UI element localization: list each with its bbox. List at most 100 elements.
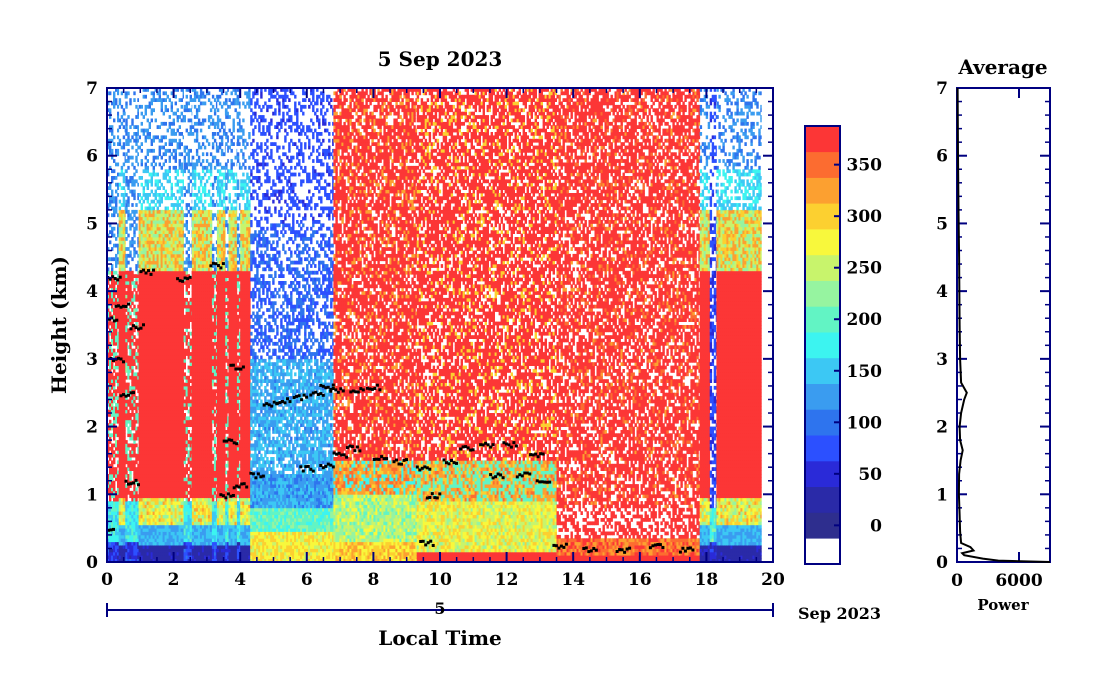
heatmap-cell [133,250,136,255]
heatmap-cell [150,534,153,539]
heatmap-cell [137,125,139,129]
heatmap-cell [109,477,112,482]
heatmap-cell [182,247,184,251]
heatmap-cell [144,257,147,262]
heatmap-cell [148,318,151,322]
heatmap-cell [120,250,124,255]
heatmap-cell [183,159,186,163]
heatmap-cell [122,331,126,336]
heatmap-cell [133,355,136,360]
heatmap-cell [111,291,114,295]
heatmap-cell [142,341,145,346]
heatmap-cell [111,453,114,458]
heatmap-cell [107,277,110,282]
heatmap-cell [113,375,116,380]
heatmap-cell [138,253,141,258]
heatmap-cell [129,125,132,129]
heatmap-cell [150,199,153,204]
heatmap-cell [144,237,147,241]
heatmap-cell [142,362,145,366]
heatmap-cell [152,385,155,390]
heatmap-cell [117,284,120,289]
heatmap-cell [150,501,153,505]
heatmap-cell [150,358,153,363]
heatmap-cell [122,463,126,468]
heatmap-cell [146,264,149,268]
heatmap-cell [125,352,128,356]
heatmap-region [183,88,193,562]
heatmap-cell [120,379,124,383]
heatmap-cell [150,189,153,194]
heatmap-cell [120,287,124,292]
heatmap-cell [131,240,134,245]
heatmap-cell [109,385,112,390]
heatmap-cell [150,335,153,339]
heatmap-cell [122,297,126,302]
heatmap-cell [137,304,139,309]
heatmap-cell [115,257,118,262]
heatmap-cell [129,504,132,509]
heatmap-cell [191,186,193,190]
heatmap-cell [164,159,167,163]
heatmap-cell [127,389,130,394]
heatmap-cell [113,94,116,99]
heatmap-cell [129,555,132,559]
heatmap-cell [135,297,138,302]
heatmap-cell [117,555,120,559]
heatmap-cell [187,189,190,194]
heatmap-cell [129,369,132,373]
heatmap-cell [118,220,122,224]
heatmap-cell [111,352,114,356]
heatmap-cell [168,169,171,174]
heatmap-cell [150,108,153,113]
heatmap-cell [146,440,149,444]
heatmap-cell [142,338,145,343]
heatmap-cell [144,365,147,370]
heatmap-cell [129,345,132,350]
heatmap-cell [107,362,110,366]
heatmap-cell [150,264,153,268]
heatmap-cell [129,416,132,421]
heatmap-cell [131,551,134,556]
heatmap-cell [152,165,155,170]
heatmap-cell [113,460,116,465]
heatmap-cell [138,375,141,380]
heatmap-cell [142,385,145,390]
heatmap-cell [120,430,124,434]
heatmap-cell [150,311,153,316]
heatmap-cell [120,440,124,444]
heatmap-cell [138,436,141,441]
heatmap-cell [148,132,151,136]
heatmap-cell [135,372,138,377]
heatmap-cell [122,385,126,390]
heatmap-cell [148,284,151,289]
heatmap-cell [146,281,149,285]
heatmap-cell [124,264,126,268]
heatmap-cell [120,311,124,316]
heatmap-cell [135,104,138,109]
heatmap-cell [142,186,145,190]
heatmap-cell [133,230,136,234]
heatmap-cell [125,121,128,126]
heatmap-cell [189,132,192,136]
heatmap-cell [133,474,136,478]
heatmap-cell [129,250,132,255]
heatmap-cell [117,233,120,238]
heatmap-cell [137,548,139,553]
heatmap-cell [172,128,175,133]
heatmap-cell [150,463,153,468]
heatmap-cell [107,504,110,509]
heatmap-cell [138,443,141,448]
heatmap-cell [113,382,116,387]
heatmap-cell [150,325,153,329]
heatmap-cell [117,453,120,458]
heatmap-cell [140,450,143,455]
heatmap-cell [150,355,153,360]
heatmap-cell [107,314,110,319]
heatmap-cell [129,284,132,289]
heatmap-cell [187,176,190,180]
heatmap-cell [148,125,151,129]
heatmap-cell [129,419,132,424]
heatmap-cell [129,179,132,184]
heatmap-cell [109,138,112,143]
